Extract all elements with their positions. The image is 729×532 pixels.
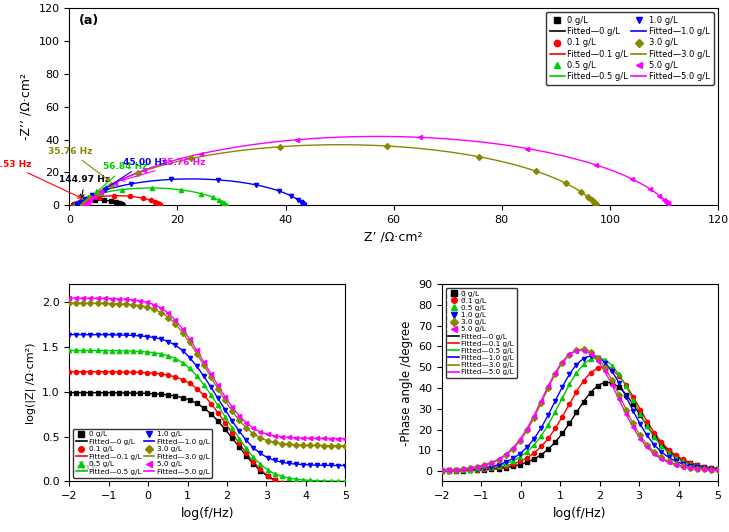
Text: 91.53 Hz: 91.53 Hz	[0, 160, 81, 198]
Y-axis label: log(|Z| /Ω·cm²): log(|Z| /Ω·cm²)	[26, 342, 36, 423]
Text: (c): (c)	[449, 290, 468, 303]
X-axis label: log(f/Hz): log(f/Hz)	[553, 507, 607, 520]
Text: (b): (b)	[76, 461, 97, 473]
Legend: 0 g/L, Fitted—0 g/L, 0.1 g/L, Fitted—0.1 g/L, 0.5 g/L, Fitted—0.5 g/L, 1.0 g/L, : 0 g/L, Fitted—0 g/L, 0.1 g/L, Fitted—0.1…	[73, 428, 212, 478]
Legend: 0 g/L, Fitted—0 g/L, 0.1 g/L, Fitted—0.1 g/L, 0.5 g/L, Fitted—0.5 g/L, 1.0 g/L, : 0 g/L, Fitted—0 g/L, 0.1 g/L, Fitted—0.1…	[545, 12, 714, 85]
Text: 35.76 Hz: 35.76 Hz	[122, 158, 205, 181]
Text: (a): (a)	[79, 14, 99, 27]
Text: 35.76 Hz: 35.76 Hz	[48, 147, 110, 181]
X-axis label: Z’ /Ω·cm²: Z’ /Ω·cm²	[364, 230, 423, 244]
Y-axis label: -Z’’ /Ω·cm²: -Z’’ /Ω·cm²	[20, 73, 33, 140]
X-axis label: log(f/Hz): log(f/Hz)	[181, 507, 234, 520]
Y-axis label: -Phase angle /degree: -Phase angle /degree	[399, 320, 413, 445]
Text: 56.84 Hz: 56.84 Hz	[95, 162, 147, 193]
Text: 144.97 Hz: 144.97 Hz	[59, 175, 110, 198]
Text: 45.00 Hz: 45.00 Hz	[104, 159, 167, 189]
Legend: 0 g/L, 0.1 g/L, 0.5 g/L, 1.0 g/L, 3.0 g/L, 5.0 g/L, Fitted—0 g/L, Fitted—0.1 g/L: 0 g/L, 0.1 g/L, 0.5 g/L, 1.0 g/L, 3.0 g/…	[445, 288, 517, 378]
